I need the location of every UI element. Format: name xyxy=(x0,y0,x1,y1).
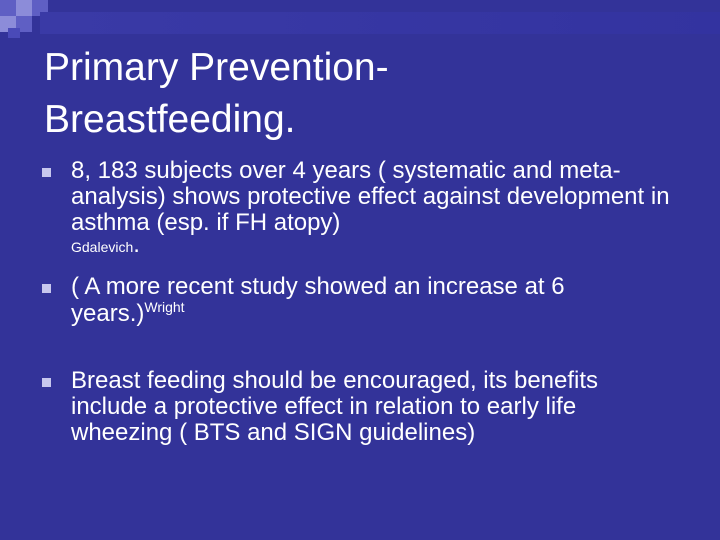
title-line-2: Breastfeeding. xyxy=(44,98,296,141)
square-bullet-icon xyxy=(42,378,51,387)
square-bullet-icon xyxy=(42,284,51,293)
bullet-item-3: Breast feeding should be encouraged, its… xyxy=(40,368,680,446)
citation-gdalevich: Gdalevich. xyxy=(71,231,140,258)
citation-wright: Wright xyxy=(144,299,185,315)
bullet-text-3: Breast feeding should be encouraged, its… xyxy=(71,367,599,446)
bullet-text-1: 8, 183 subjects over 4 years ( systemati… xyxy=(71,157,670,236)
corner-decoration xyxy=(0,0,60,40)
bullet-item-1: 8, 183 subjects over 4 years ( systemati… xyxy=(40,157,680,258)
title-line-1: Primary Prevention- xyxy=(44,46,389,89)
bullet-item-2: ( A more recent study showed an increase… xyxy=(40,274,680,327)
bullet-text-2: ( A more recent study showed an increase… xyxy=(71,273,565,327)
slide-title: Primary Prevention- Breastfeeding. xyxy=(44,42,684,146)
top-bar xyxy=(40,12,720,34)
square-bullet-icon xyxy=(42,168,51,177)
